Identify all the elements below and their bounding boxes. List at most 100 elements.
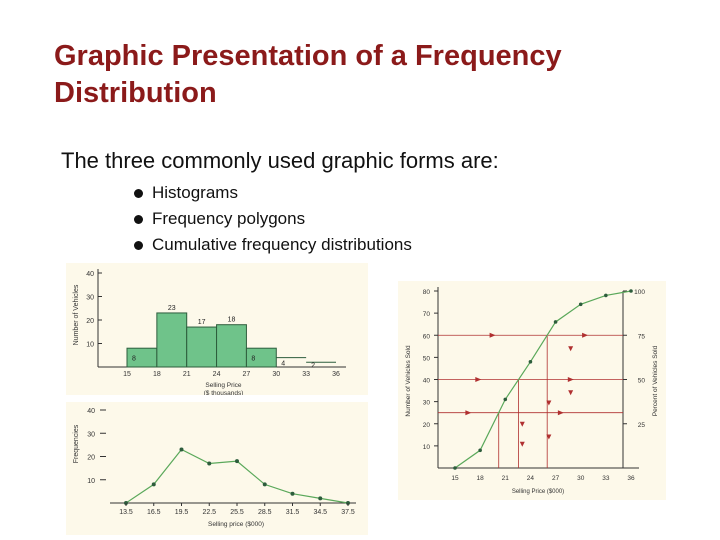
y-axis-label: Frequencies [73,424,80,463]
x-tick-label: 25.5 [230,509,244,516]
bar-value-label: 23 [168,305,176,312]
x-tick-label: 18 [153,371,161,378]
frequency-polygon-figure: 10 20 30 40 13.5 16.5 19.5 22.5 25.5 28.5 31.5 34.5… [66,402,368,535]
bullet-item: Cumulative frequency distributions [134,232,412,258]
histogram-chart: 10 20 30 40 8 23 17 18 8 4 2 15 18 21 24 27 30 33 36 Sellin… [73,269,346,397]
x-tick-label: 15 [451,475,459,482]
arrow-marker [519,441,525,447]
y-tick-label: 70 [423,311,431,318]
x-tick-label: 31.5 [286,509,300,516]
bullet-dot-icon [134,241,143,250]
arrow-marker [557,410,564,416]
histogram-bar [216,324,247,368]
intro-text: The three commonly used graphic forms ar… [61,148,499,173]
arrow-marker [475,377,482,382]
bar-value-label: 4 [281,360,285,367]
data-point [235,459,239,464]
x-axis-label: Selling Price ($000) [512,489,564,495]
x-tick-label: 36 [332,371,340,378]
bullet-text: Cumulative frequency distributions [152,235,412,254]
y-tick-label: 30 [87,431,95,438]
data-point [478,448,482,453]
data-point [528,360,533,364]
histogram-bar [186,326,218,368]
data-point [453,466,457,470]
y2-tick-label: 75 [638,333,646,340]
arrow-marker [568,346,574,352]
frequency-polygon-chart: 10 20 30 40 13.5 16.5 19.5 22.5 25.5 28.5 31.5 34.5… [73,408,356,528]
data-point [262,482,267,487]
arrow-marker [489,332,496,338]
data-point [578,302,583,307]
x-tick-label: 30 [272,371,280,378]
slide-title: Graphic Presentation of a Frequency Dist… [54,40,562,109]
y-tick-label: 40 [86,271,94,278]
bullet-dot-icon [134,215,143,224]
x-tick-label: 27 [243,371,251,378]
bullet-text: Frequency polygons [152,209,306,228]
x-tick-label: 15 [123,371,131,378]
data-point [604,293,608,298]
x-tick-label: 36 [627,475,635,482]
bar-value-label: 18 [228,317,236,324]
y-tick-label: 20 [423,422,431,429]
arrow-marker [519,421,525,427]
arrow-marker [465,410,472,416]
x-tick-label: 18 [477,475,485,482]
arrow-marker [568,390,574,396]
x-axis-label: Selling Price [205,382,242,389]
cumulative-frequency-figure: 10 20 30 40 50 60 70 80 25 50 75 100 15 18 21 24 27 30 33 3… [398,281,666,500]
x-axis-label: ($ thousands) [204,390,244,395]
data-point [629,289,633,293]
y-axis-label: Number of Vehicles Sold [405,345,412,417]
x-tick-label: 21 [183,371,191,378]
y-tick-label: 20 [87,455,95,462]
x-tick-label: 24 [527,475,535,482]
y2-tick-label: 25 [638,422,646,429]
data-point [179,447,184,452]
x-tick-label: 37.5 [341,509,355,516]
data-point [503,397,508,402]
y-tick-label: 10 [87,478,95,485]
x-tick-label: 34.5 [313,509,327,516]
y2-tick-label: 50 [638,378,646,385]
y-tick-label: 60 [423,333,431,340]
x-tick-label: 13.5 [119,509,133,516]
y2-tick-label: 100 [634,289,645,296]
y-tick-label: 80 [423,289,431,296]
data-point [318,496,323,501]
y-tick-label: 10 [423,444,431,451]
bullet-dot-icon [134,189,143,198]
series-line [454,290,632,469]
x-tick-label: 28.5 [258,509,272,516]
bar-value-label: 17 [198,319,206,326]
series-line [125,448,349,504]
bar-value-label: 2 [311,363,315,370]
x-axis-label: Selling price ($000) [208,521,264,528]
data-point [151,482,156,487]
bullet-item: Histograms [134,180,412,206]
y-axis-label: Number of Vehicles [73,284,80,345]
y-tick-label: 50 [423,355,431,362]
data-point [207,461,212,466]
x-tick-label: 24 [213,371,221,378]
histogram-figure: 10 20 30 40 8 23 17 18 8 4 2 15 18 21 24 27 30 33 36 Sellin… [66,263,368,397]
data-point [553,320,558,324]
x-tick-label: 21 [502,475,510,482]
bullet-text: Histograms [152,183,238,202]
bullet-list: Histograms Frequency polygons Cumulative… [134,180,412,258]
y-tick-label: 20 [86,318,94,325]
y2-axis-label: Percent of Vehicles Sold [652,345,659,416]
x-tick-label: 27 [552,475,560,482]
histogram-bar [156,312,188,368]
arrow-marker [567,377,574,382]
bar-value-label: 8 [251,356,255,363]
x-tick-label: 33 [302,371,310,378]
y-tick-label: 40 [423,378,431,385]
histogram-bar [245,347,277,368]
x-tick-label: 33 [602,475,610,482]
cumulative-frequency-chart: 10 20 30 40 50 60 70 80 25 50 75 100 15 18 21 24 27 30 33 3… [405,287,659,495]
bullet-item: Frequency polygons [134,206,412,232]
arrow-marker [546,400,552,406]
y-tick-label: 30 [423,400,431,407]
